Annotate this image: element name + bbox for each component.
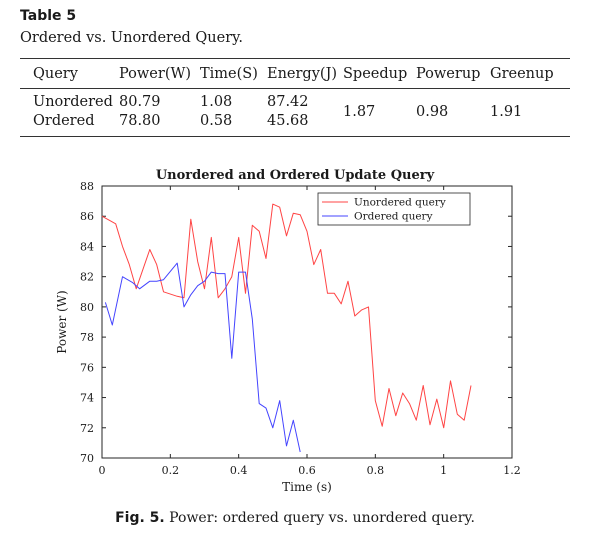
legend-label-ordered: Ordered query	[354, 211, 433, 223]
axis-ticks: 0 0.2 0.4 0.6 0.8 1 1.2 70 72 74 76 78 80 82 84 86 88	[80, 180, 521, 477]
table-label: Table 5	[20, 8, 77, 24]
legend-box	[317, 192, 471, 226]
table-caption: Ordered vs. Unordered Query.	[20, 30, 244, 46]
powerup-value: 0.98	[416, 104, 449, 120]
chart-title: Unordered and Ordered Update Query	[156, 168, 435, 183]
header-time: Time(S)	[200, 66, 258, 82]
y-tick-label: 74	[80, 392, 94, 405]
row-energy: 45.68	[267, 113, 309, 129]
x-tick-label: 0.6	[298, 464, 316, 477]
greenup-value: 1.91	[490, 104, 523, 120]
y-tick-label: 70	[80, 452, 94, 465]
series-line-unordered	[101, 203, 472, 429]
table-bottom-rule	[20, 136, 570, 137]
y-axis-label: Power (W)	[55, 290, 69, 353]
header-power: Power(W)	[119, 66, 192, 82]
x-tick-label: 0	[99, 464, 106, 477]
figure-label: Fig. 5.	[115, 510, 165, 526]
y-tick-label: 78	[80, 331, 94, 344]
header-speedup: Speedup	[343, 66, 408, 82]
legend-label-unordered: Unordered query	[354, 197, 446, 209]
x-axis-label: Time (s)	[282, 480, 332, 494]
y-tick-label: 82	[80, 271, 94, 284]
y-tick-label: 86	[80, 210, 94, 223]
row-power: 80.79	[119, 94, 161, 110]
y-tick-label: 84	[80, 240, 94, 253]
row-query: Ordered	[33, 113, 95, 129]
y-tick-label: 88	[80, 180, 94, 193]
y-tick-label: 72	[80, 422, 94, 435]
row-query: Unordered	[33, 94, 113, 110]
x-tick-label: 0.8	[367, 464, 385, 477]
row-time: 0.58	[200, 113, 233, 129]
header-energy: Energy(J)	[267, 66, 338, 82]
series-line-ordered	[104, 262, 301, 453]
x-tick-label: 0.4	[230, 464, 248, 477]
plot-frame	[101, 185, 513, 459]
x-tick-label: 0.2	[162, 464, 180, 477]
y-tick-label: 80	[80, 301, 94, 314]
header-greenup: Greenup	[490, 66, 554, 82]
figure-caption: Fig. 5. Power: ordered query vs. unorder…	[0, 510, 590, 526]
row-time: 1.08	[200, 94, 233, 110]
table-top-rule	[20, 58, 570, 59]
table-header-rule	[20, 88, 570, 89]
header-powerup: Powerup	[416, 66, 481, 82]
x-tick-label: 1.2	[503, 464, 521, 477]
figure-caption-text: Power: ordered query vs. unordered query…	[169, 510, 475, 526]
header-query: Query	[33, 66, 78, 82]
y-tick-label: 76	[80, 361, 94, 374]
power-line-chart: Unordered and Ordered Update Query 0 0.2 0…	[55, 168, 521, 494]
speedup-value: 1.87	[343, 104, 376, 120]
row-power: 78.80	[119, 113, 161, 129]
x-tick-label: 1	[440, 464, 447, 477]
row-energy: 87.42	[267, 94, 309, 110]
chart-legend: Unordered query Ordered query	[317, 192, 471, 226]
series-lines	[101, 203, 472, 453]
